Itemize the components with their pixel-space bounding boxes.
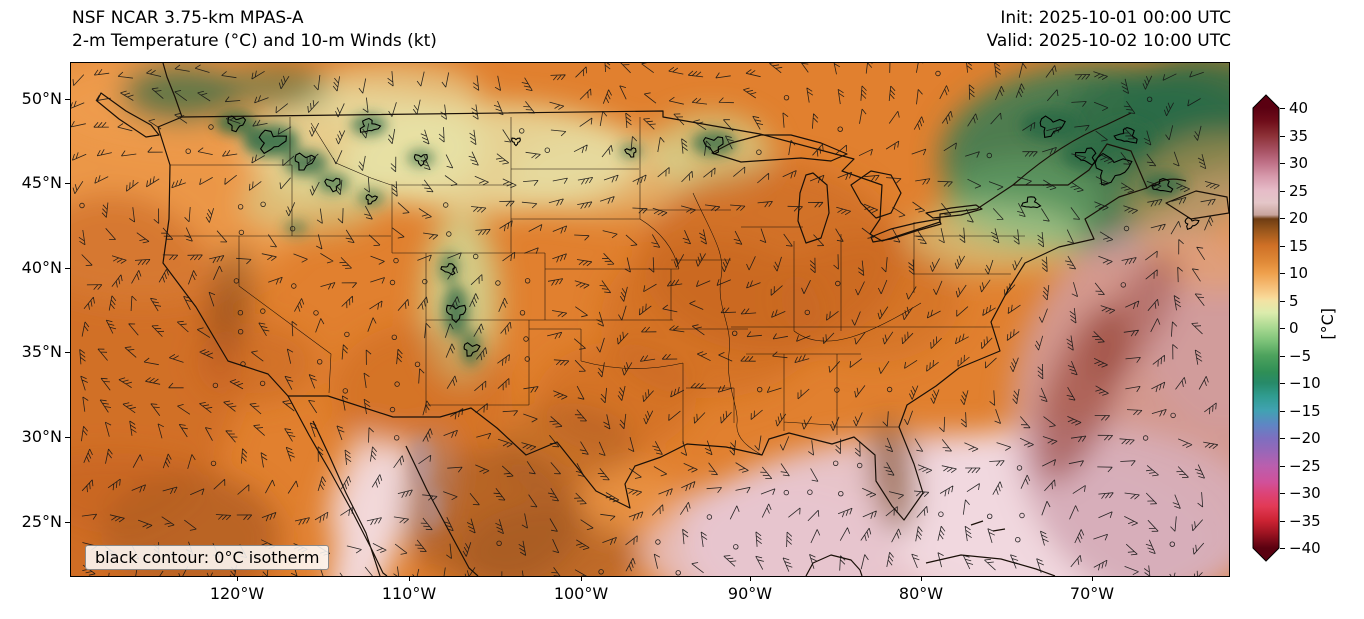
isotherm-annotation: black contour: 0°C isotherm	[85, 545, 330, 570]
lon-tick-label: 80°W	[898, 584, 944, 603]
lat-tick-label: 40°N	[21, 258, 62, 277]
lon-tick-mark	[237, 576, 238, 581]
lat-tick-mark	[65, 183, 70, 184]
colorbar-tick-label: −40	[1289, 539, 1321, 557]
colorbar-tick-label: 15	[1289, 236, 1309, 255]
colorbar-tick-mark	[1280, 245, 1285, 247]
lon-tick-mark	[921, 576, 922, 581]
lon-tick-label: 120°W	[209, 584, 265, 603]
cold-pocket-spots	[216, 109, 1185, 530]
state-borders	[166, 117, 1025, 456]
lat-tick-mark	[65, 437, 70, 438]
colorbar-tick-mark	[1280, 135, 1285, 137]
colorbar-extend-top	[1253, 95, 1279, 108]
zero-isotherm-contours	[227, 115, 1200, 357]
colorbar-tick-label: −30	[1289, 484, 1321, 502]
lon-tick-label: 100°W	[553, 584, 609, 603]
valid-time: Valid: 2025-10-02 10:00 UTC	[986, 31, 1231, 51]
colorbar-tick-label: 10	[1289, 264, 1309, 282]
colorbar-tick-mark	[1280, 520, 1285, 522]
colorbar-tick-mark	[1280, 190, 1285, 192]
colorbar-outline	[1252, 94, 1280, 562]
init-time: Init: 2025-10-01 00:00 UTC	[1000, 8, 1231, 28]
lon-tick-label: 110°W	[381, 584, 437, 603]
map-panel: black contour: 0°C isotherm	[70, 62, 1230, 577]
lat-tick-label: 35°N	[21, 342, 62, 361]
colorbar-tick-label: −15	[1289, 401, 1321, 420]
coastline-borders	[96, 63, 1229, 576]
colorbar-tick-label: 35	[1289, 126, 1309, 145]
lat-tick-label: 30°N	[21, 427, 62, 446]
lat-tick-label: 45°N	[21, 173, 62, 192]
colorbar-body	[1253, 108, 1279, 548]
colorbar-tick-mark	[1280, 163, 1285, 164]
colorbar-tick-label: −25	[1289, 456, 1321, 475]
colorbar-tick-label: 5	[1289, 291, 1299, 310]
colorbar-tick-mark	[1280, 218, 1285, 219]
lat-tick-mark	[65, 522, 70, 523]
colorbar-tick-mark	[1280, 493, 1285, 494]
colorbar-tick-label: −35	[1289, 511, 1321, 530]
colorbar-tick-mark	[1280, 355, 1285, 357]
colorbar-tick-mark	[1280, 383, 1285, 384]
colorbar-tick-label: 0	[1289, 319, 1299, 337]
lat-tick-mark	[65, 268, 70, 269]
colorbar-tick-mark	[1280, 465, 1285, 467]
lat-tick-label: 25°N	[21, 512, 62, 531]
colorbar-tick-label: −20	[1289, 429, 1321, 447]
lon-tick-label: 90°W	[727, 584, 773, 603]
colorbar-tick-label: 30	[1289, 154, 1309, 172]
colorbar-tick-mark	[1280, 438, 1285, 439]
lat-tick-mark	[65, 352, 70, 353]
lon-tick-mark	[409, 576, 410, 581]
colorbar-tick-label: 25	[1289, 181, 1309, 200]
wind-barbs-layer	[71, 63, 1220, 576]
lon-tick-mark	[1092, 576, 1093, 581]
colorbar-tick-mark	[1280, 108, 1285, 109]
lon-tick-mark	[750, 576, 751, 581]
colorbar-tick-mark	[1280, 548, 1285, 549]
colorbar	[1252, 94, 1280, 562]
lon-tick-mark	[581, 576, 582, 581]
lat-tick-mark	[65, 99, 70, 100]
colorbar-tick-mark	[1280, 328, 1285, 329]
colorbar-tick-mark	[1280, 300, 1285, 302]
lat-tick-label: 50°N	[21, 89, 62, 108]
colorbar-tick-mark	[1280, 410, 1285, 412]
title-model: NSF NCAR 3.75-km MPAS-A	[72, 8, 304, 28]
colorbar-tick-label: −5	[1289, 346, 1312, 365]
colorbar-tick-label: 40	[1289, 99, 1309, 117]
colorbar-tick-label: 20	[1289, 209, 1309, 227]
lon-tick-label: 70°W	[1069, 584, 1115, 603]
colorbar-tick-mark	[1280, 273, 1285, 274]
colorbar-unit-label: [°C]	[1318, 308, 1337, 340]
colorbar-tick-label: −10	[1289, 374, 1321, 392]
map-canvas	[71, 63, 1229, 576]
calm-wind-circles	[79, 70, 1176, 576]
colorbar-extend-bottom	[1253, 548, 1279, 561]
title-product: 2-m Temperature (°C) and 10-m Winds (kt)	[72, 31, 437, 51]
